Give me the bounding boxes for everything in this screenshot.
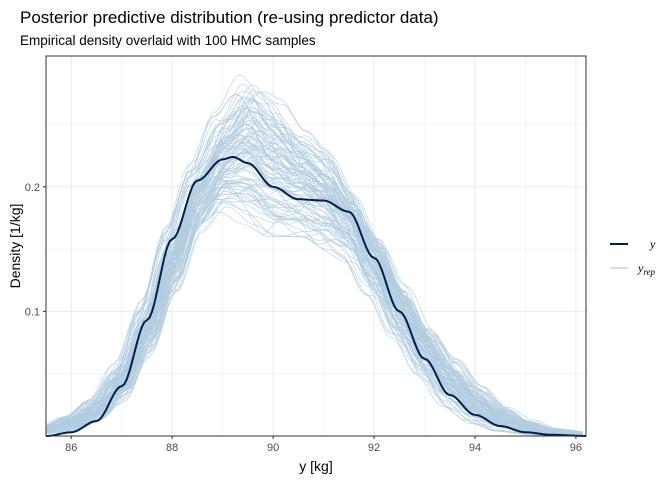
- x-tick-label: 94: [469, 442, 481, 454]
- yrep-line: [45, 141, 583, 434]
- replicate-lines: [45, 74, 584, 437]
- legend-label-yrep-main: y: [637, 261, 644, 275]
- x-tick-label: 88: [166, 442, 178, 454]
- x-axis-ticks: 86 88 90 92 94 96: [65, 436, 582, 454]
- legend-label-yrep: yrep: [637, 261, 655, 277]
- yrep-line: [45, 183, 583, 436]
- x-tick-label: 90: [267, 442, 279, 454]
- chart-subtitle: Empirical density overlaid with 100 HMC …: [20, 33, 316, 48]
- legend: y yrep: [610, 237, 656, 277]
- x-tick-label: 86: [65, 442, 77, 454]
- yrep-line: [45, 108, 583, 433]
- yrep-line: [45, 178, 583, 435]
- legend-label-yrep-sub: rep: [643, 267, 655, 277]
- x-axis-title: y [kg]: [299, 458, 332, 474]
- y-tick-label: 0.1: [25, 306, 40, 318]
- y-tick-label: 0.2: [25, 182, 40, 194]
- yrep-line: [45, 138, 583, 434]
- observed-density-line: [45, 155, 587, 437]
- x-tick-label: 92: [368, 442, 380, 454]
- x-tick-label: 96: [570, 442, 582, 454]
- yrep-line: [45, 91, 583, 434]
- yrep-line: [45, 134, 583, 435]
- yrep-line: [45, 138, 583, 435]
- plot-panel: [45, 55, 587, 437]
- y-axis-title: Density [1/kg]: [7, 204, 23, 289]
- y-line: [45, 155, 587, 437]
- chart-title: Posterior predictive distribution (re-us…: [20, 8, 439, 27]
- legend-label-y: y: [649, 237, 656, 251]
